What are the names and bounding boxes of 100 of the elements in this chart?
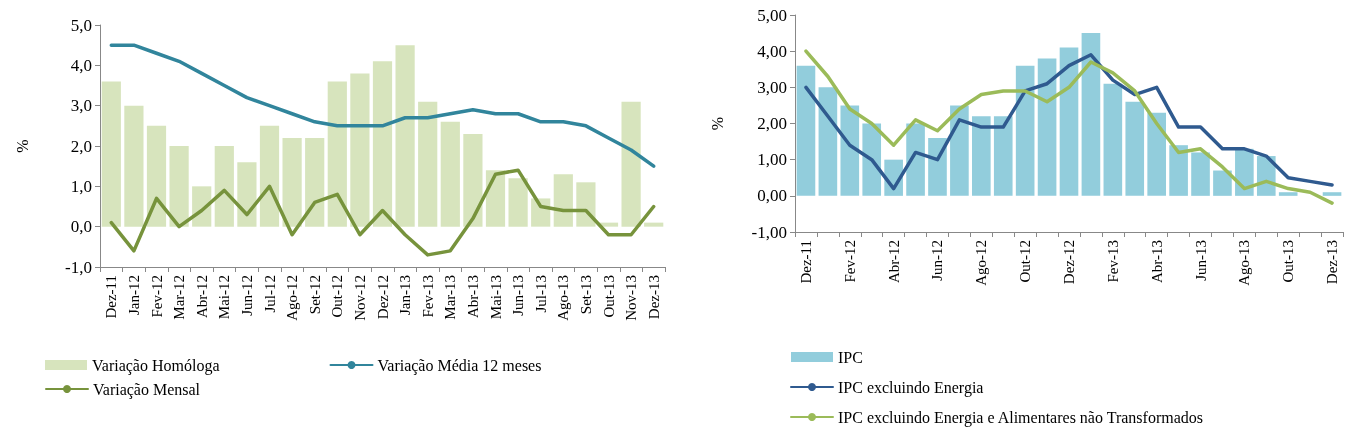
x-tick-label: Ago-12 (973, 240, 990, 286)
y-tick-label: 1,00 (757, 150, 787, 170)
x-tick-label: Mai-13 (487, 275, 504, 320)
x-tick-label: Jun-12 (238, 275, 255, 316)
legend-label: IPC excluindo Energia e Alimentares não Transformados (838, 408, 1203, 427)
x-tick-label: Nov-12 (351, 275, 368, 321)
bar (1037, 58, 1057, 196)
bar (146, 125, 167, 227)
bar (972, 116, 991, 196)
x-tick-label: Set-13 (577, 275, 594, 315)
x-tick-label: Set-12 (306, 275, 323, 315)
y-tick-label: 2,0 (70, 136, 92, 156)
y-tick-label: 3,0 (70, 96, 92, 116)
bar (101, 81, 121, 227)
y-tick-label: 2,00 (757, 114, 787, 133)
x-tick-label: Out-12 (1017, 240, 1034, 283)
x-tick-label: Dez-12 (1061, 240, 1077, 285)
x-tick-label: Jan-13 (397, 275, 414, 315)
y-tick-label: 5,0 (70, 15, 92, 35)
bar (796, 65, 816, 196)
line-series (109, 43, 656, 168)
bar (1213, 170, 1232, 196)
bar (1191, 152, 1210, 196)
x-tick-label: Abr-12 (193, 275, 210, 319)
bar (1322, 192, 1342, 196)
x-tick-label: Mar-12 (171, 275, 188, 320)
line-series (109, 168, 656, 257)
x-tick-label: Mar-13 (442, 275, 459, 320)
bar (644, 222, 664, 227)
x-tick-label: Mai-12 (216, 275, 233, 320)
bar (124, 105, 144, 227)
bar (1103, 83, 1123, 196)
x-tick-label: Dez-11 (103, 275, 120, 319)
bar (818, 87, 838, 196)
x-tick-label: Abr-13 (1148, 240, 1165, 284)
x-tick-label: Fev-13 (1104, 240, 1121, 283)
bar (169, 146, 189, 227)
bar (1169, 145, 1188, 196)
bar (508, 178, 528, 227)
bar (418, 101, 438, 227)
bar (372, 61, 393, 227)
legend-label: Variação Mensal (93, 380, 201, 399)
bar (1278, 192, 1298, 196)
bar (993, 116, 1013, 196)
legend-label: Variação Média 12 meses (377, 356, 542, 375)
bar (1147, 112, 1166, 196)
y-tick-label: 4,00 (757, 41, 787, 61)
x-tick-label: Out-13 (600, 275, 617, 318)
bar (485, 170, 506, 227)
y-tick-label: 3,00 (757, 77, 787, 97)
x-tick-label: Fev-13 (419, 275, 436, 318)
bar (282, 137, 302, 227)
y-axis-title: % (13, 139, 31, 153)
x-tick-label: Abr-12 (885, 240, 902, 284)
x-tick-label: Jun-12 (929, 240, 946, 281)
bar (553, 174, 573, 227)
y-tick-label: 0,0 (70, 217, 92, 237)
legend-label: IPC excluindo Energia (838, 378, 984, 397)
bar (395, 45, 415, 227)
bar (928, 137, 947, 196)
bar (840, 105, 860, 196)
bar (214, 146, 234, 227)
legend-label: Variação Homóloga (92, 356, 220, 375)
x-tick-label: Ago-12 (284, 275, 301, 321)
x-tick-label: Abr-13 (464, 275, 481, 319)
y-tick-label: 5,00 (757, 5, 787, 25)
legend-label: IPC (838, 348, 863, 366)
x-tick-label: Jul-12 (261, 275, 278, 313)
x-tick-label: Fev-12 (148, 275, 165, 318)
x-tick-label: Nov-13 (623, 275, 640, 321)
y-tick-label: -1,00 (751, 222, 787, 242)
bar (327, 81, 347, 227)
bar (576, 182, 596, 227)
x-tick-label: Dez-12 (374, 275, 391, 320)
x-tick-label: Dez-13 (645, 275, 662, 320)
bar (1059, 47, 1079, 196)
x-tick-label: Jun-13 (510, 275, 527, 316)
bar (463, 133, 483, 227)
bar (350, 73, 370, 227)
y-tick-label: 1,0 (70, 176, 92, 196)
x-tick-label: Dez-13 (1324, 240, 1341, 285)
bar (237, 162, 257, 227)
x-tick-label: Jan-12 (125, 275, 142, 315)
x-tick-label: Ago-13 (555, 275, 572, 321)
bar (1081, 33, 1101, 196)
bar (440, 121, 460, 227)
x-tick-label: Jun-13 (1192, 240, 1209, 281)
x-tick-label: Out-12 (329, 275, 346, 318)
y-tick-label: 4,0 (70, 55, 92, 75)
y-tick-label: -1,0 (65, 257, 92, 277)
x-tick-label: Fev-12 (841, 240, 858, 283)
bar (1015, 65, 1035, 196)
x-tick-label: Out-13 (1280, 240, 1297, 283)
x-tick-label: Dez-11 (797, 240, 814, 284)
x-tick-label: Jul-13 (532, 275, 549, 313)
bar (259, 125, 280, 227)
y-axis-title: % (708, 116, 726, 131)
bar (1125, 101, 1145, 196)
bar (621, 101, 641, 227)
x-tick-label: Ago-13 (1236, 240, 1253, 286)
